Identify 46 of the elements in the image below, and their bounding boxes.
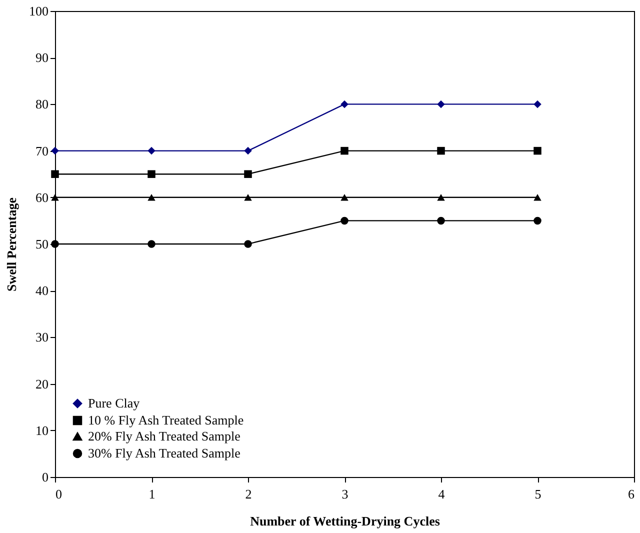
point [534, 146, 542, 155]
legend-label: 30% Fly Ash Treated Sample [88, 446, 241, 460]
x-tick-label: 4 [438, 486, 446, 502]
point [148, 194, 156, 201]
point [437, 146, 445, 155]
point [437, 194, 445, 201]
point [148, 170, 156, 178]
point [244, 194, 252, 201]
x-tick-label: 5 [534, 486, 542, 502]
legend-label: Pure Clay [88, 396, 140, 410]
y-tick-label: 60 [36, 190, 48, 205]
point [51, 146, 59, 155]
y-tick-label: 90 [36, 50, 48, 66]
point [534, 100, 542, 108]
y-tick-label: 80 [36, 96, 48, 112]
point [437, 100, 445, 108]
x-tick-label: 3 [342, 486, 348, 502]
point [244, 240, 252, 248]
point [244, 146, 252, 155]
y-tick-label: 50 [36, 236, 48, 252]
legend-label: 20% Fly Ash Treated Sample [88, 428, 241, 444]
x-tick-label: 0 [56, 486, 62, 502]
y-tick-label: 30 [36, 330, 48, 345]
point [534, 216, 542, 225]
y-axis-title: Swell Percentage [4, 197, 19, 292]
y-tick-label: 0 [42, 470, 48, 484]
point [340, 194, 348, 201]
y-tick-label: 10 [36, 422, 48, 438]
point [148, 240, 156, 248]
point [340, 216, 348, 225]
point [148, 146, 156, 155]
point [437, 216, 445, 225]
point [340, 146, 348, 155]
x-tick-label: 6 [628, 486, 635, 502]
x-tick-label: 1 [148, 486, 156, 502]
point [244, 170, 252, 178]
point [340, 100, 348, 108]
point [51, 170, 59, 178]
y-tick-label: 20 [36, 376, 48, 392]
y-tick-label: 40 [36, 283, 48, 298]
legend-label: 10 % Fly Ash Treated Sample [88, 412, 244, 428]
y-tick-label: 100 [29, 4, 48, 18]
x-tick-label: 2 [245, 486, 252, 502]
point [534, 194, 542, 201]
y-tick-label: 70 [36, 143, 48, 158]
x-axis-title: Number of Wetting-Drying Cycles [250, 514, 440, 528]
